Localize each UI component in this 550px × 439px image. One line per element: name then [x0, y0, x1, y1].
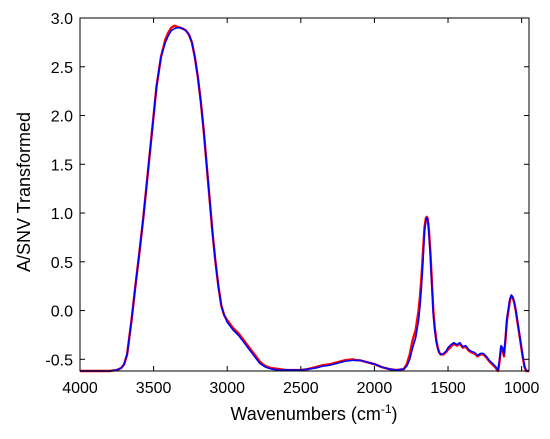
axes: 4000 3500 3000 2500 2000 1500 1000 -0.5 0.0 0.5 1.… [45, 11, 539, 397]
x-tick-label: 4000 [62, 380, 98, 397]
y-tick-label: -0.5 [45, 352, 73, 369]
x-axis-title: Wavenumbers (cm-1) [230, 402, 397, 424]
y-tick-label: 2.5 [51, 60, 73, 77]
x-tick-label: 1500 [430, 380, 466, 397]
x-tick-label: 3000 [209, 380, 245, 397]
series-line-2 [80, 26, 529, 372]
plot-background [80, 18, 529, 371]
axes-frame [79, 17, 530, 372]
y-tick-label: 2.0 [51, 109, 73, 126]
x-tick-label: 1000 [504, 380, 540, 397]
x-tick-label: 3500 [136, 380, 172, 397]
series-group [80, 24, 529, 373]
y-axis-title: A/SNV Transformed [14, 112, 34, 272]
y-tick-label: 1.5 [51, 157, 73, 174]
y-tick-label: 3.0 [51, 11, 73, 28]
y-tick-label: 0.5 [51, 255, 73, 272]
y-tick-label: 0.0 [51, 304, 73, 321]
x-tick-label: 2500 [283, 380, 319, 397]
x-tick-label: 2000 [357, 380, 393, 397]
plot-area [80, 18, 529, 371]
y-tick-label: 1.0 [51, 206, 73, 223]
